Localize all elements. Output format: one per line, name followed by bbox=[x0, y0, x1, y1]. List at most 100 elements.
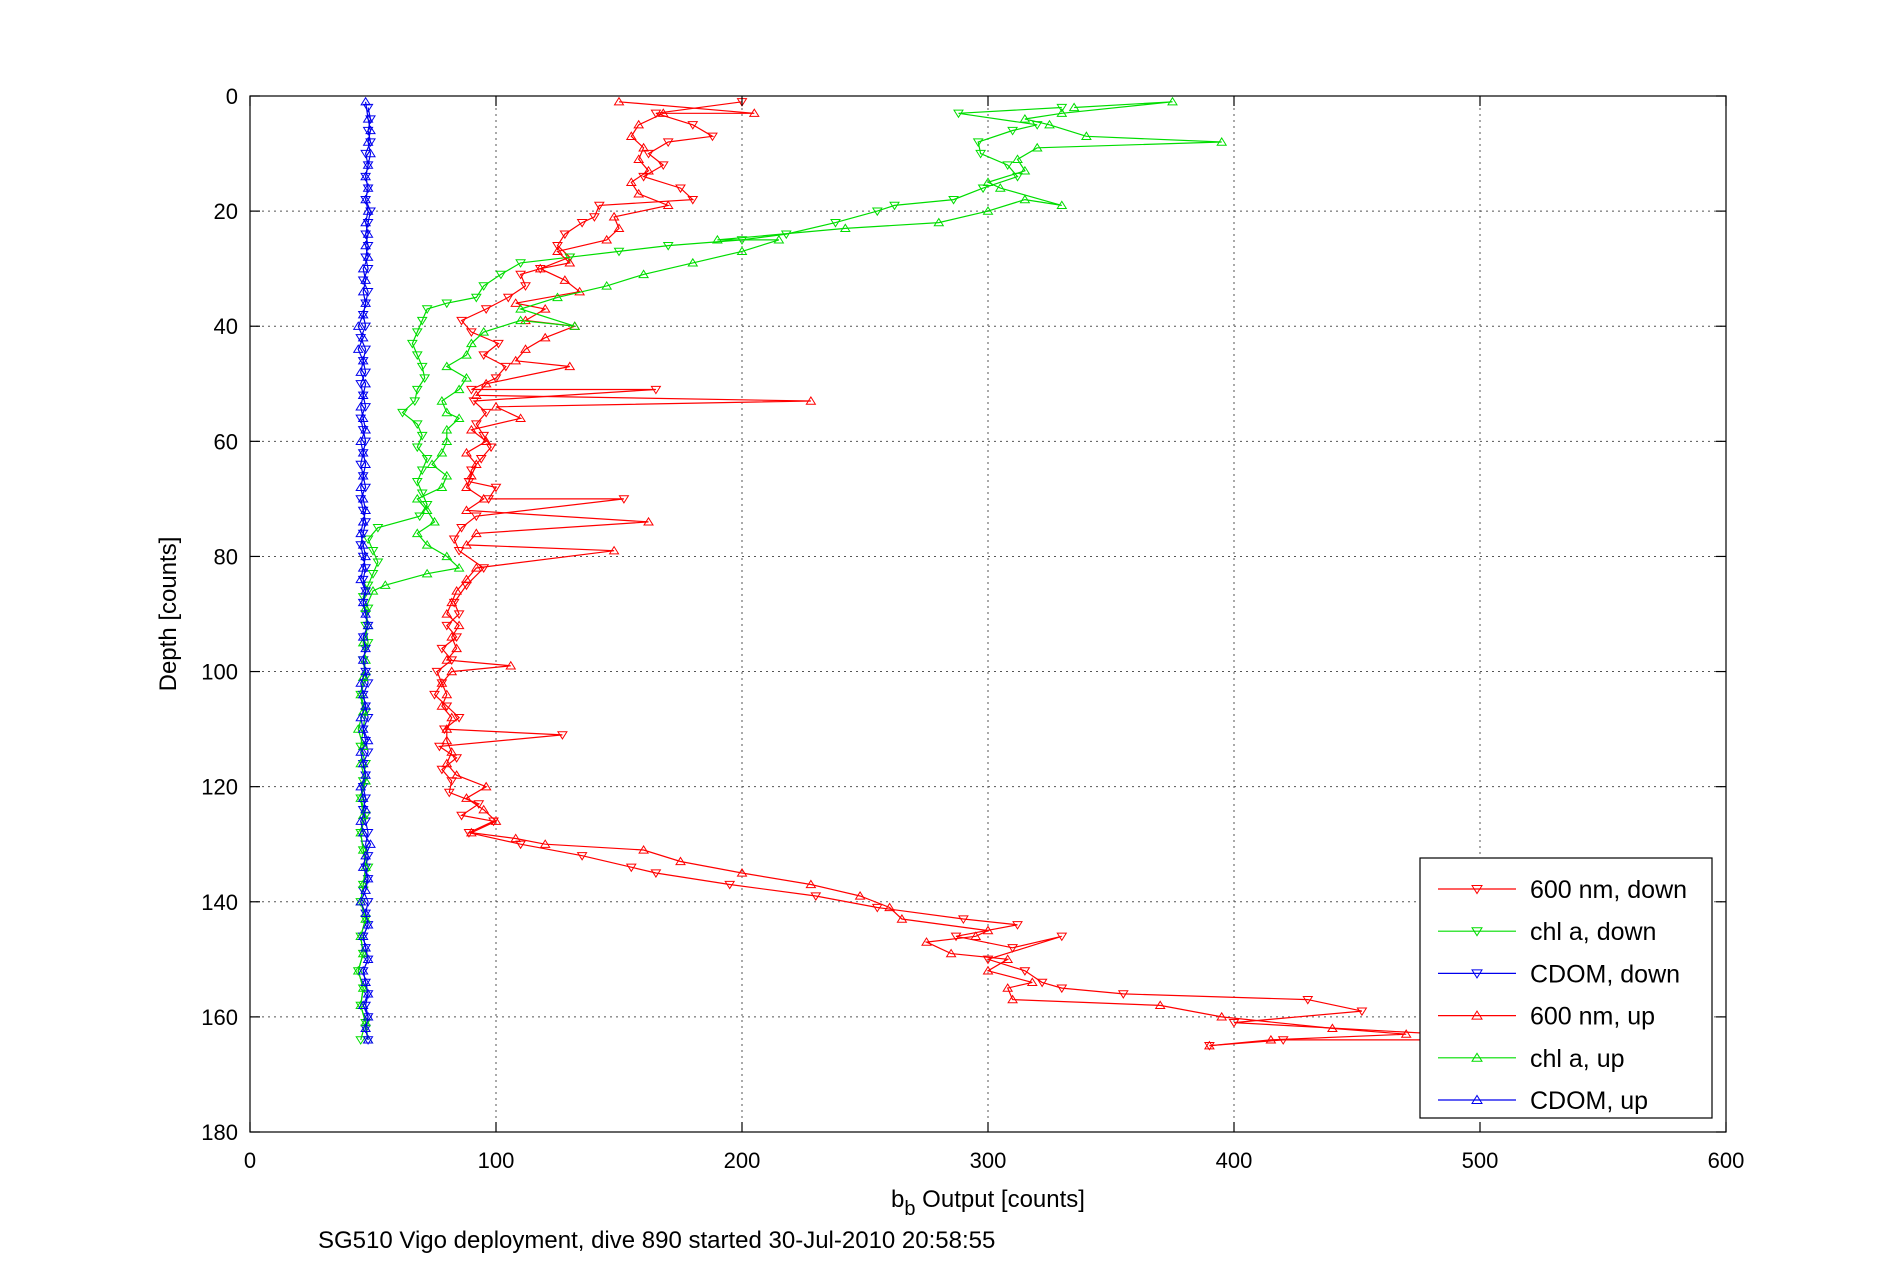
legend-label: chl a, down bbox=[1530, 918, 1656, 946]
data-point bbox=[451, 754, 463, 763]
x-axis-label-rest: Output [counts] bbox=[916, 1186, 1085, 1213]
y-tick-label: 140 bbox=[201, 890, 238, 915]
data-point bbox=[493, 339, 504, 349]
data-point bbox=[456, 316, 467, 326]
data-point bbox=[478, 493, 490, 503]
data-point bbox=[360, 275, 372, 284]
data-point bbox=[357, 355, 369, 365]
data-point bbox=[576, 852, 588, 861]
data-point bbox=[362, 988, 374, 998]
data-point bbox=[465, 827, 477, 837]
data-point bbox=[453, 384, 465, 394]
data-point bbox=[441, 609, 453, 618]
data-point bbox=[360, 378, 372, 388]
data-point bbox=[446, 712, 458, 722]
data-point bbox=[884, 902, 896, 912]
data-point bbox=[367, 547, 379, 556]
data-point bbox=[360, 701, 372, 710]
data-point bbox=[357, 655, 369, 664]
data-point bbox=[360, 96, 372, 106]
data-point bbox=[362, 713, 374, 723]
data-point bbox=[559, 275, 571, 284]
y-tick-label: 0 bbox=[226, 84, 238, 109]
data-point bbox=[441, 689, 453, 699]
data-point bbox=[448, 535, 460, 545]
data-point bbox=[465, 470, 477, 480]
data-point bbox=[470, 512, 482, 522]
data-point bbox=[372, 558, 384, 568]
data-point bbox=[421, 539, 433, 549]
data-point bbox=[601, 234, 613, 244]
data-point bbox=[711, 234, 723, 244]
legend-label: CDOM, up bbox=[1530, 1087, 1648, 1115]
x-tick-label: 100 bbox=[478, 1148, 515, 1173]
data-point bbox=[975, 149, 987, 159]
y-tick-label: 120 bbox=[201, 775, 238, 800]
data-point bbox=[436, 701, 448, 710]
data-point bbox=[360, 850, 372, 860]
x-tick-label: 500 bbox=[1462, 1148, 1499, 1173]
data-point bbox=[1056, 103, 1068, 113]
data-point bbox=[372, 524, 384, 533]
data-point bbox=[357, 948, 369, 958]
data-point bbox=[355, 1036, 367, 1045]
data-point bbox=[357, 827, 369, 837]
data-point bbox=[360, 322, 372, 332]
data-point bbox=[480, 408, 492, 418]
data-point bbox=[357, 539, 369, 549]
data-point bbox=[564, 257, 576, 267]
data-point bbox=[362, 206, 374, 215]
data-point bbox=[921, 937, 932, 946]
data-point bbox=[416, 431, 428, 441]
data-point bbox=[461, 574, 472, 584]
data-point bbox=[357, 632, 369, 641]
data-point bbox=[736, 246, 748, 256]
data-point bbox=[495, 270, 507, 280]
data-point bbox=[643, 149, 654, 159]
data-point bbox=[510, 833, 522, 843]
data-point bbox=[773, 234, 785, 244]
data-point bbox=[441, 361, 453, 371]
data-point bbox=[357, 931, 369, 940]
data-point bbox=[436, 447, 448, 457]
data-point bbox=[453, 413, 465, 422]
data-point bbox=[650, 385, 662, 395]
data-point bbox=[436, 482, 448, 492]
data-point bbox=[485, 443, 497, 453]
data-point bbox=[601, 280, 613, 290]
legend-entry: chl a, up bbox=[1438, 1045, 1625, 1073]
data-point bbox=[441, 551, 453, 561]
data-point bbox=[446, 777, 458, 786]
x-axis-label-main: b bbox=[891, 1186, 904, 1213]
data-point bbox=[360, 298, 372, 307]
data-point bbox=[362, 954, 374, 963]
data-point bbox=[539, 332, 551, 342]
data-point bbox=[675, 856, 686, 866]
data-point bbox=[805, 396, 817, 405]
series-layer bbox=[352, 96, 1449, 1051]
data-point bbox=[441, 758, 453, 768]
legend: 600 nm, down chl a, down CDOM, down 600 nm,… bbox=[1419, 857, 1713, 1119]
data-point bbox=[1400, 1029, 1412, 1038]
data-point bbox=[362, 183, 374, 192]
data-point bbox=[1019, 165, 1031, 175]
data-point bbox=[1117, 990, 1129, 999]
data-point bbox=[1326, 1023, 1338, 1033]
data-point bbox=[441, 436, 453, 445]
legend-label: 600 nm, down bbox=[1530, 876, 1687, 904]
data-point bbox=[360, 977, 372, 987]
data-point bbox=[1007, 126, 1019, 136]
data-point bbox=[357, 493, 369, 503]
y-tick-label: 60 bbox=[214, 429, 238, 454]
data-point bbox=[505, 660, 517, 670]
data-point bbox=[465, 328, 477, 337]
data-point bbox=[465, 424, 477, 434]
data-point bbox=[357, 689, 369, 699]
data-point bbox=[367, 570, 379, 579]
data-point bbox=[357, 741, 369, 751]
data-point bbox=[1007, 944, 1019, 953]
legend-swatch-marker bbox=[1471, 1094, 1483, 1104]
data-point bbox=[379, 580, 391, 589]
data-point bbox=[421, 305, 433, 314]
data-point bbox=[534, 263, 546, 273]
